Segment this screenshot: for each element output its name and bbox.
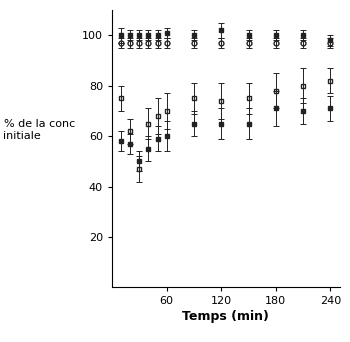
X-axis label: Temps (min): Temps (min) (182, 311, 269, 324)
Text: % de la conc
initiale: % de la conc initiale (4, 119, 75, 141)
